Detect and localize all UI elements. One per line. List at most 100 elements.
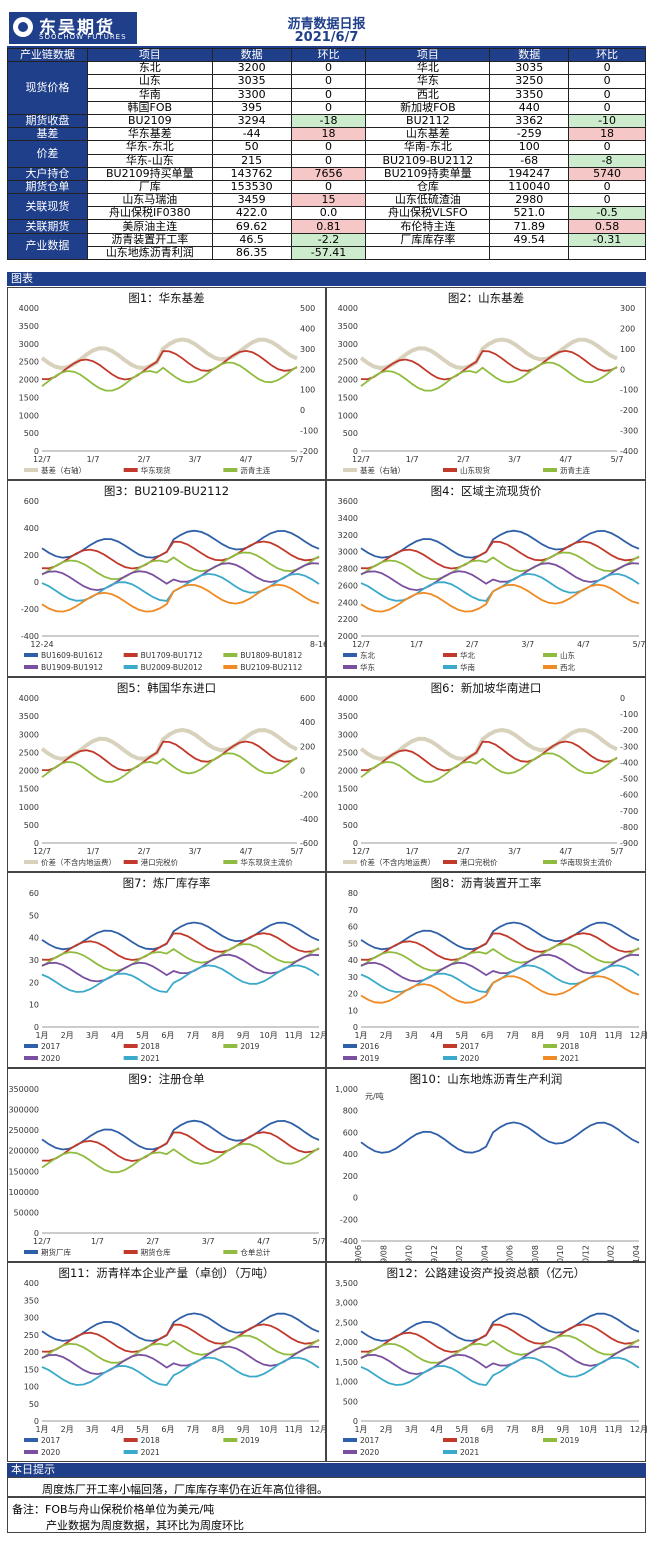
table-row: 韩国FOB 395 0 新加坡FOB 440 0 (8, 100, 646, 115)
change-cell: 0 (290, 140, 367, 155)
legend-label: 沥青主连 (240, 465, 270, 475)
series-line (360, 361, 618, 392)
value-cell: 3250 (489, 74, 570, 89)
x-tick-label: 12月 (630, 1425, 647, 1434)
x-tick-label: 4月 (111, 1031, 124, 1040)
y-tick-label: 4000 (19, 304, 39, 313)
y-tick-label: 0 (34, 447, 39, 456)
legend-label: 2018 (460, 1436, 479, 1445)
x-tick-label: 3/7 (189, 847, 202, 856)
series-line (360, 740, 618, 772)
y2-tick-label: -100 (620, 386, 638, 395)
y-tick-label: -400 (21, 632, 39, 641)
y-tick-label: 30 (348, 973, 358, 982)
item-cell: 华南 (86, 87, 213, 102)
series-line (360, 1356, 640, 1387)
x-tick-label: 2/7 (466, 640, 479, 649)
legend-swatch (123, 665, 138, 669)
item-cell: 山东 (86, 74, 213, 89)
legend-label: 基差（右轴） (41, 465, 86, 475)
chart-svg: 4000350030002500200015001000500050040030… (19, 304, 319, 475)
series-line (41, 540, 320, 570)
y2-tick-label: 500 (300, 304, 315, 313)
x-tick-label: 6月 (481, 1031, 494, 1040)
change-cell: 7656 (290, 166, 367, 181)
legend-label: BU1909-BU1912 (41, 663, 103, 672)
x-tick-label: 3/7 (521, 640, 534, 649)
y2-tick-label: -600 (620, 791, 638, 800)
legend-swatch (343, 1056, 357, 1060)
series-line (360, 1345, 640, 1376)
y-tick-label: 1,500 (335, 1358, 358, 1367)
x-tick-label: 20/06 (506, 1245, 515, 1263)
series-line (360, 551, 640, 580)
series-line (360, 752, 618, 783)
x-tick-label: 5/7 (291, 847, 304, 856)
tips-text: 周度炼厂开工率小幅回落，厂库库存率仍在近年高位徘徊。 (42, 1483, 328, 1496)
series-line (360, 1323, 640, 1353)
series-line (41, 1345, 320, 1376)
legend-swatch (343, 1044, 357, 1048)
x-tick-label: 10月 (579, 1425, 597, 1434)
series-line (41, 752, 298, 783)
table-row: 山东地炼沥青利润 86.35 -57.41 (8, 245, 646, 261)
series-line (360, 953, 640, 983)
x-tick-label: 2/7 (138, 455, 151, 464)
legend-label: 2019 (360, 1054, 379, 1063)
series-line (360, 349, 618, 381)
legend-swatch (223, 1250, 238, 1254)
y-tick-label: 30 (29, 956, 39, 965)
category-cell: 关联现货 (7, 193, 88, 221)
change-cell: 0 (290, 179, 367, 195)
y-tick-label: 1000 (338, 411, 358, 420)
y-tick-label: 0 (34, 1023, 39, 1032)
value-cell: 3362 (489, 113, 570, 129)
x-tick-label: 3/7 (189, 455, 202, 464)
table-row: 期货收盘 BU2109 3294 -18 BU2112 3362 -10 (7, 113, 646, 129)
x-tick-label: 1月 (35, 1425, 48, 1434)
item-cell: 布伦特主连 (365, 219, 491, 234)
value-cell: 3200 (211, 61, 292, 76)
report-title: 沥青数据日报 (287, 17, 366, 32)
logo-cn: 东吴期货 (39, 18, 115, 38)
legend-label: 价差（不含内地运费） (360, 857, 435, 867)
x-tick-label: 10月 (260, 1031, 278, 1040)
x-tick-label: 2月 (61, 1425, 74, 1434)
item-cell: 东北 (86, 61, 213, 76)
legend-swatch (123, 653, 138, 657)
legend-swatch (443, 1056, 457, 1060)
legend-swatch (123, 860, 138, 864)
y2-tick-label: 0 (300, 767, 305, 776)
x-tick-label: 3月 (86, 1031, 99, 1040)
change-cell: 0 (290, 87, 367, 102)
chart-svg: 80 70 60 50 40 30 20 10 01月 2月 3月 4月 5月 6月 7月 8月 9月 10月 11… (343, 889, 647, 1063)
series-line (41, 361, 298, 392)
legend-label: 2018 (560, 1042, 579, 1051)
x-tick-label: 1月 (35, 1031, 48, 1040)
y-tick-label: 150000 (8, 1167, 39, 1176)
y-tick-label: 0 (353, 1194, 358, 1203)
change-cell: 0.0 (290, 206, 367, 221)
series-line (360, 562, 640, 592)
legend-label: 2021 (460, 1448, 479, 1457)
y-tick-label: 3000 (338, 548, 358, 557)
y-tick-label: 1000 (19, 803, 39, 812)
y-tick-label: 800 (343, 1107, 358, 1116)
chart-title: 图2：山东基差 (447, 291, 525, 305)
series-line (41, 1334, 320, 1364)
legend-swatch (123, 1450, 138, 1454)
y-tick-label: 3000 (338, 730, 358, 739)
legend-label: BU1809-BU1812 (240, 651, 302, 660)
series-line (360, 540, 640, 570)
y-tick-label: 1000 (338, 803, 358, 812)
legend-swatch (543, 1438, 557, 1442)
series-line (41, 921, 320, 951)
y2-tick-label: -400 (620, 447, 638, 456)
table-row: 大户持仓 BU2109持买单量 143762 7656 BU2109持卖单量 194247… (7, 166, 646, 181)
legend-label: 价差（不含内地运费） (41, 857, 116, 867)
series-line (41, 932, 320, 961)
y-tick-label: 2000 (19, 767, 39, 776)
y-tick-label: 1500 (338, 785, 358, 794)
x-tick-label: 5月 (136, 1031, 149, 1040)
item-cell: 华东-山东 (86, 153, 213, 168)
